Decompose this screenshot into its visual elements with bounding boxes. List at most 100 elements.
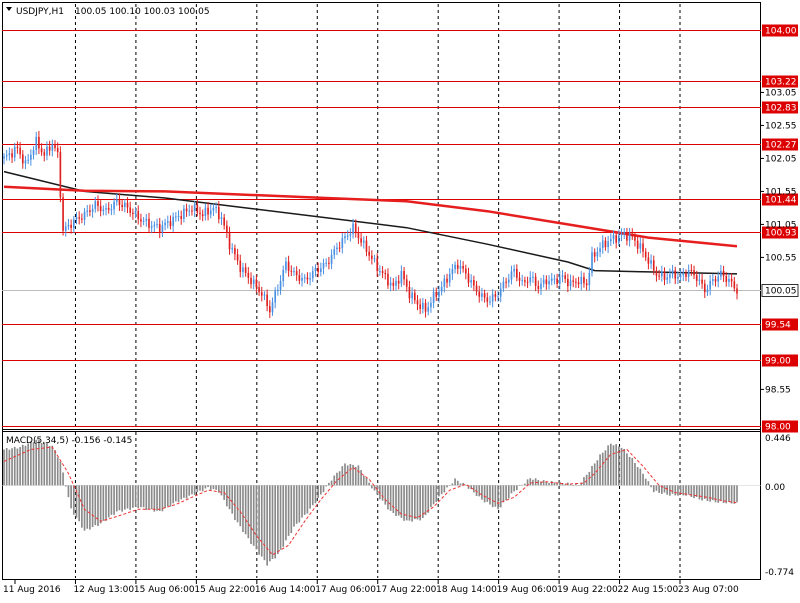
macd-histogram-bar <box>698 485 701 500</box>
level-tag-background <box>762 193 798 206</box>
candle-body <box>701 279 703 284</box>
macd-histogram-bar <box>499 485 502 508</box>
candle-body <box>430 302 432 308</box>
symbol-label: USDJPY,H1 <box>16 7 64 17</box>
candle-body <box>392 282 395 286</box>
candle-body <box>475 285 478 292</box>
candle-body <box>338 247 341 249</box>
candle-body <box>459 265 462 269</box>
candle-body <box>295 271 298 276</box>
candle-body <box>150 226 153 228</box>
price-axis: 103.05 102.55 102.05 101.55 101.05 100.55 98.5… <box>761 88 797 395</box>
level-tag-background <box>762 75 798 88</box>
ma-slow-line <box>3 185 738 248</box>
candle-body <box>709 280 711 290</box>
candle-body <box>467 273 470 283</box>
macd-histogram-bar <box>639 468 642 486</box>
macd-histogram-bar <box>309 485 311 509</box>
macd-histogram-bar <box>411 485 413 522</box>
candle-body <box>628 233 631 241</box>
candle-body <box>129 207 132 213</box>
macd-histogram-bar <box>3 449 5 486</box>
macd-histogram-bar <box>177 485 180 503</box>
candle-body <box>464 268 467 274</box>
macd-histogram-bar <box>575 483 577 486</box>
macd-histogram-bar <box>301 485 303 518</box>
level-tag: 102.83 <box>762 101 798 114</box>
candle-body <box>545 279 548 285</box>
macd-histogram-bar <box>142 485 145 508</box>
candle-body <box>440 286 443 292</box>
horizontal-levels: 104.00 103.22 102.83 102.27 101.44 100.93 99.5… <box>2 24 799 433</box>
candle-body <box>81 218 83 220</box>
macd-histogram-bar <box>268 485 271 562</box>
macd-axis-top: 0.446 <box>765 434 791 444</box>
candle-body <box>30 154 32 160</box>
macd-histogram-bar <box>529 478 532 486</box>
candle-body <box>344 236 346 239</box>
candle-body <box>231 248 234 250</box>
macd-histogram-bar <box>467 485 470 489</box>
chart-header[interactable]: USDJPY,H1 100.05 100.10 100.03 100.05 <box>6 7 210 17</box>
candle-body <box>352 223 354 235</box>
time-tick-label: 11 Aug 2016 <box>3 585 61 595</box>
candle-body <box>330 254 333 264</box>
macd-histogram-bar <box>545 481 548 486</box>
macd-histogram-bar <box>387 485 389 510</box>
macd-histogram-bar <box>35 439 38 486</box>
candle-body <box>604 240 607 248</box>
candle-body <box>387 273 389 286</box>
ma-fast-line <box>3 170 738 275</box>
candle-body <box>306 277 309 280</box>
candle-body <box>599 248 601 253</box>
current-price-tag-label: 100.05 <box>765 287 797 297</box>
macd-histogram-bar <box>51 445 54 486</box>
macd-pane <box>2 439 761 566</box>
macd-histogram-bar <box>99 485 102 524</box>
macd-histogram-bar <box>38 439 40 486</box>
macd-histogram-bar <box>634 462 636 486</box>
macd-histogram-bar <box>91 485 94 528</box>
candle-body <box>422 302 424 310</box>
macd-histogram-bar <box>655 485 658 491</box>
macd-histogram-bar <box>107 485 110 518</box>
candle-body <box>626 232 628 241</box>
macd-histogram-bar <box>381 485 384 501</box>
candle-body <box>663 271 666 280</box>
time-tick-label: 17 Aug 06:00 <box>315 585 376 595</box>
macd-histogram-bar <box>368 482 370 486</box>
macd-histogram-bar <box>188 485 191 496</box>
macd-histogram-bar <box>599 454 601 486</box>
candle-body <box>577 282 580 285</box>
macd-histogram-bar <box>583 477 585 486</box>
macd-histogram-bar <box>244 485 247 535</box>
candle-body <box>247 272 250 278</box>
candle-body <box>279 281 282 290</box>
candle-body <box>636 240 639 249</box>
macd-histogram-bar <box>395 485 397 517</box>
macd-histogram-bar <box>209 485 212 490</box>
macd-histogram-bar <box>371 485 373 489</box>
macd-histogram-bar <box>105 485 107 521</box>
candle-body <box>728 278 730 282</box>
current-price-tag-background <box>761 284 799 297</box>
candle-body <box>408 286 411 299</box>
chevron-down-icon[interactable] <box>6 7 12 11</box>
macd-histogram-bar <box>161 485 164 512</box>
candle-body <box>435 291 438 297</box>
candle-body <box>212 207 215 211</box>
level-tag-background <box>762 420 798 433</box>
candle-body <box>416 300 419 305</box>
time-tick-label: 18 Aug 14:00 <box>436 585 497 595</box>
macd-histogram-bar <box>660 485 663 494</box>
level-tag-label: 103.22 <box>765 78 797 88</box>
candle-body <box>8 153 11 156</box>
candle-body <box>717 276 720 282</box>
macd-histogram-bar <box>687 485 690 495</box>
candle-body <box>494 294 497 297</box>
candle-body <box>145 218 148 221</box>
candle-body <box>607 241 609 248</box>
candle-body <box>142 220 145 222</box>
